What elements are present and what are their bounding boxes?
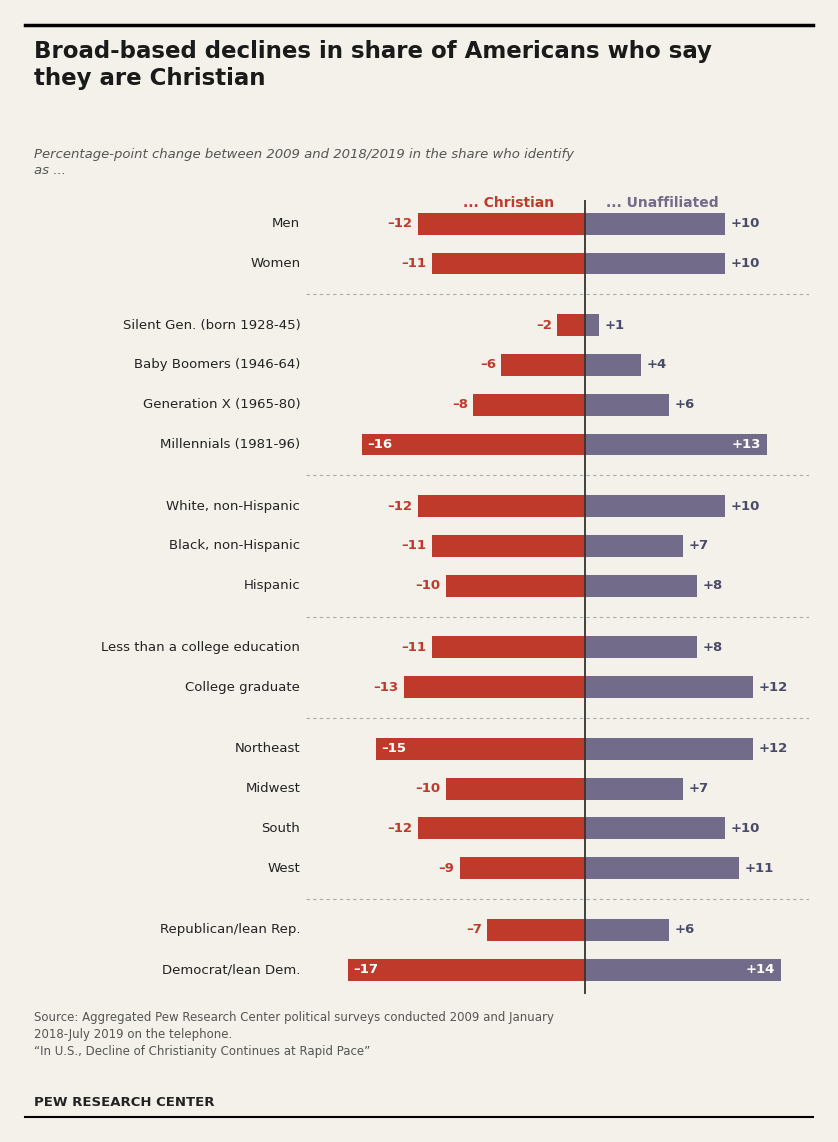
Text: –17: –17 bbox=[354, 963, 378, 976]
Text: –7: –7 bbox=[466, 924, 482, 936]
Text: Black, non-Hispanic: Black, non-Hispanic bbox=[169, 539, 300, 553]
Text: –11: –11 bbox=[401, 641, 426, 654]
Bar bbox=[417, 212, 585, 234]
Text: +8: +8 bbox=[702, 641, 722, 654]
Bar bbox=[446, 778, 585, 799]
Text: Generation X (1965-80): Generation X (1965-80) bbox=[142, 399, 300, 411]
Text: ... Christian: ... Christian bbox=[463, 196, 554, 210]
Text: –12: –12 bbox=[387, 822, 412, 835]
Text: Midwest: Midwest bbox=[246, 782, 300, 795]
Text: +6: +6 bbox=[675, 924, 695, 936]
Bar bbox=[585, 434, 767, 456]
Bar bbox=[459, 858, 585, 879]
Bar bbox=[404, 676, 585, 698]
Bar bbox=[585, 394, 669, 416]
Text: +1: +1 bbox=[605, 319, 625, 331]
Text: West: West bbox=[267, 862, 300, 875]
Bar bbox=[557, 314, 585, 336]
Text: +13: +13 bbox=[732, 439, 761, 451]
Text: +10: +10 bbox=[731, 500, 760, 513]
Text: Hispanic: Hispanic bbox=[244, 579, 300, 593]
Text: +6: +6 bbox=[675, 399, 695, 411]
Text: –6: –6 bbox=[480, 359, 496, 371]
Bar bbox=[585, 858, 739, 879]
Bar bbox=[585, 959, 781, 981]
Bar bbox=[585, 314, 599, 336]
Text: –10: –10 bbox=[415, 579, 440, 593]
Text: South: South bbox=[261, 822, 300, 835]
Text: +11: +11 bbox=[744, 862, 773, 875]
Bar bbox=[585, 536, 683, 557]
Text: –15: –15 bbox=[381, 742, 406, 755]
Bar bbox=[585, 778, 683, 799]
Text: –9: –9 bbox=[438, 862, 454, 875]
Text: ... Unaffiliated: ... Unaffiliated bbox=[606, 196, 718, 210]
Text: +10: +10 bbox=[731, 257, 760, 270]
Bar bbox=[446, 574, 585, 596]
Text: PEW RESEARCH CENTER: PEW RESEARCH CENTER bbox=[34, 1096, 214, 1109]
Bar bbox=[585, 252, 725, 274]
Bar bbox=[501, 354, 585, 376]
Text: Broad-based declines in share of Americans who say
they are Christian: Broad-based declines in share of America… bbox=[34, 40, 711, 90]
Text: –12: –12 bbox=[387, 500, 412, 513]
Bar bbox=[585, 738, 753, 759]
Text: +4: +4 bbox=[647, 359, 667, 371]
Text: –13: –13 bbox=[373, 681, 398, 693]
Text: Republican/lean Rep.: Republican/lean Rep. bbox=[160, 924, 300, 936]
Bar bbox=[417, 818, 585, 839]
Text: –12: –12 bbox=[387, 217, 412, 231]
Text: +10: +10 bbox=[731, 217, 760, 231]
Text: Silent Gen. (born 1928-45): Silent Gen. (born 1928-45) bbox=[122, 319, 300, 331]
Text: –10: –10 bbox=[415, 782, 440, 795]
Text: Men: Men bbox=[272, 217, 300, 231]
Bar bbox=[585, 496, 725, 517]
Bar bbox=[473, 394, 585, 416]
Text: Millennials (1981-96): Millennials (1981-96) bbox=[160, 439, 300, 451]
Text: –2: –2 bbox=[535, 319, 551, 331]
Text: Source: Aggregated Pew Research Center political surveys conducted 2009 and Janu: Source: Aggregated Pew Research Center p… bbox=[34, 1011, 554, 1057]
Bar bbox=[585, 212, 725, 234]
Bar bbox=[348, 959, 585, 981]
Text: Less than a college education: Less than a college education bbox=[101, 641, 300, 654]
Text: +12: +12 bbox=[758, 742, 788, 755]
Bar bbox=[488, 919, 585, 941]
Bar bbox=[432, 636, 585, 658]
Text: +14: +14 bbox=[746, 963, 775, 976]
Bar bbox=[375, 738, 585, 759]
Text: –11: –11 bbox=[401, 539, 426, 553]
Bar bbox=[432, 536, 585, 557]
Bar bbox=[585, 636, 697, 658]
Bar bbox=[585, 574, 697, 596]
Bar bbox=[585, 676, 753, 698]
Text: Baby Boomers (1946-64): Baby Boomers (1946-64) bbox=[134, 359, 300, 371]
Text: Percentage-point change between 2009 and 2018/2019 in the share who identify
as : Percentage-point change between 2009 and… bbox=[34, 148, 573, 177]
Bar bbox=[417, 496, 585, 517]
Text: –8: –8 bbox=[452, 399, 468, 411]
Text: +12: +12 bbox=[758, 681, 788, 693]
Bar bbox=[585, 919, 669, 941]
Text: +10: +10 bbox=[731, 822, 760, 835]
Text: College graduate: College graduate bbox=[185, 681, 300, 693]
Text: +7: +7 bbox=[689, 782, 709, 795]
Text: –16: –16 bbox=[367, 439, 392, 451]
Text: +7: +7 bbox=[689, 539, 709, 553]
Text: Women: Women bbox=[251, 257, 300, 270]
Text: Northeast: Northeast bbox=[235, 742, 300, 755]
Text: –11: –11 bbox=[401, 257, 426, 270]
Text: Democrat/lean Dem.: Democrat/lean Dem. bbox=[162, 963, 300, 976]
Bar bbox=[432, 252, 585, 274]
Text: +8: +8 bbox=[702, 579, 722, 593]
Bar bbox=[362, 434, 585, 456]
Bar bbox=[585, 818, 725, 839]
Text: White, non-Hispanic: White, non-Hispanic bbox=[167, 500, 300, 513]
Bar bbox=[585, 354, 641, 376]
